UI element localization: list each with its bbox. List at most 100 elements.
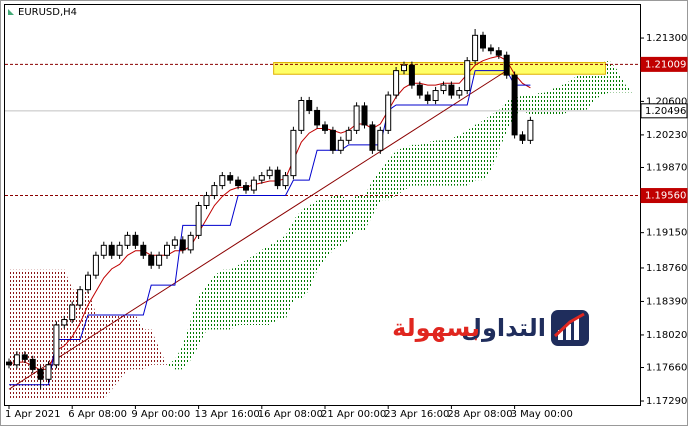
watermark-text: التداول — [461, 314, 546, 342]
candle-body — [487, 47, 494, 52]
cloud-segment — [198, 285, 207, 345]
level-label-box — [640, 188, 688, 204]
cloud-segment — [490, 110, 500, 171]
candle-body — [171, 239, 178, 246]
candle-body — [432, 90, 439, 101]
candle-body — [345, 129, 352, 141]
y-tick-label: 1.18760 — [646, 263, 687, 274]
logo-arrow — [553, 312, 585, 338]
cloud-segment — [222, 269, 231, 330]
candle-body — [519, 134, 526, 141]
x-tick-label: 3 May 00:00 — [511, 409, 573, 420]
candle-body — [219, 175, 226, 187]
cloud-segment — [9, 269, 18, 400]
y-tick-label: 1.20230 — [646, 130, 687, 141]
cloud-segment — [459, 130, 468, 186]
candle-body — [243, 185, 249, 191]
trendline — [8, 70, 507, 390]
cloud-segment — [419, 142, 429, 186]
candle-body — [195, 204, 202, 236]
cloud-segment — [143, 329, 152, 370]
candle-body — [329, 129, 336, 151]
candle-body — [393, 70, 400, 96]
highlight-zone — [273, 61, 606, 75]
candle-body — [416, 84, 423, 96]
watermark-text: بسهولة — [392, 314, 480, 342]
candle-body — [266, 169, 273, 177]
cloud-segment — [577, 70, 587, 111]
candle-body — [6, 361, 12, 366]
candle-body — [385, 94, 392, 131]
cloud-segment — [538, 92, 547, 115]
candle-body — [456, 90, 463, 96]
cloud-segment — [103, 315, 113, 400]
cloud-segment — [404, 144, 413, 191]
watermark: التداول بسهولة — [392, 310, 589, 346]
candle-body — [116, 244, 123, 256]
y-tick-label: 1.19870 — [646, 162, 687, 173]
candle-body — [29, 358, 36, 370]
candle-body — [227, 175, 234, 181]
x-tick-label: 23 Apr 16:00 — [384, 409, 449, 420]
cloud-segment — [127, 315, 136, 370]
cloud-segment — [317, 200, 326, 270]
candle-body — [361, 105, 368, 126]
x-tick-label: 1 Apr 2021 — [5, 409, 60, 420]
candle-body — [164, 244, 170, 256]
cloud-segment — [498, 100, 508, 151]
cloud-segment — [261, 245, 271, 325]
cloud-segment — [475, 120, 484, 181]
axis-layer: 1.213001.209701.206001.202301.198701.195… — [5, 33, 688, 420]
cloud-segment — [569, 75, 579, 111]
y-tick-label: 1.21300 — [646, 33, 687, 44]
cloud-segment — [80, 289, 89, 400]
level-label: 1.19560 — [645, 191, 686, 202]
candle-body — [495, 50, 502, 56]
cloud-segment — [380, 160, 389, 201]
cloud-segment — [554, 85, 563, 115]
cloud-segment — [293, 210, 302, 300]
cloud-segment — [427, 140, 437, 186]
candle-body — [274, 169, 281, 187]
candle-body — [480, 34, 486, 49]
cloud-segment — [190, 295, 200, 360]
candle-body — [250, 179, 257, 191]
candle-body — [211, 185, 218, 197]
cloud-segment — [340, 195, 350, 246]
cloud-segment — [182, 319, 192, 370]
cloud-segment — [95, 315, 105, 400]
cloud-segment — [325, 195, 334, 260]
candle-body — [37, 368, 44, 380]
cloud-segment — [609, 60, 618, 93]
plot-layer — [5, 28, 640, 400]
cloud-segment — [332, 195, 342, 250]
y-tick-label: 1.17660 — [646, 363, 687, 374]
candle-body — [235, 179, 242, 187]
cloud-segment — [617, 70, 626, 93]
y-tick-label: 1.18390 — [646, 296, 687, 307]
candle-body — [448, 84, 455, 96]
cloud-segment — [88, 289, 97, 400]
cloud-segment — [277, 235, 286, 320]
cloud-segment — [174, 344, 184, 370]
cloud-segment — [214, 269, 223, 330]
logo-bar — [558, 330, 563, 340]
candle-body — [85, 274, 91, 291]
cloud-segment — [388, 150, 397, 201]
candle-body — [13, 354, 20, 366]
cloud-segment — [16, 269, 26, 400]
y-tick-label: 1.19150 — [646, 228, 687, 239]
x-tick-label: 9 Apr 00:00 — [131, 409, 190, 420]
candle-body — [503, 54, 510, 76]
candle-body — [322, 124, 328, 131]
candle-body — [464, 60, 471, 92]
cloud-segment — [111, 315, 121, 390]
cloud-segment — [246, 255, 255, 325]
indicator-line — [9, 70, 531, 386]
candle-body — [53, 324, 60, 366]
level-label-box — [640, 56, 688, 72]
candle-body — [440, 84, 447, 92]
y-tick-label: 1.17290 — [646, 396, 687, 407]
cloud-segment — [253, 249, 263, 325]
cloud-segment — [356, 195, 365, 230]
